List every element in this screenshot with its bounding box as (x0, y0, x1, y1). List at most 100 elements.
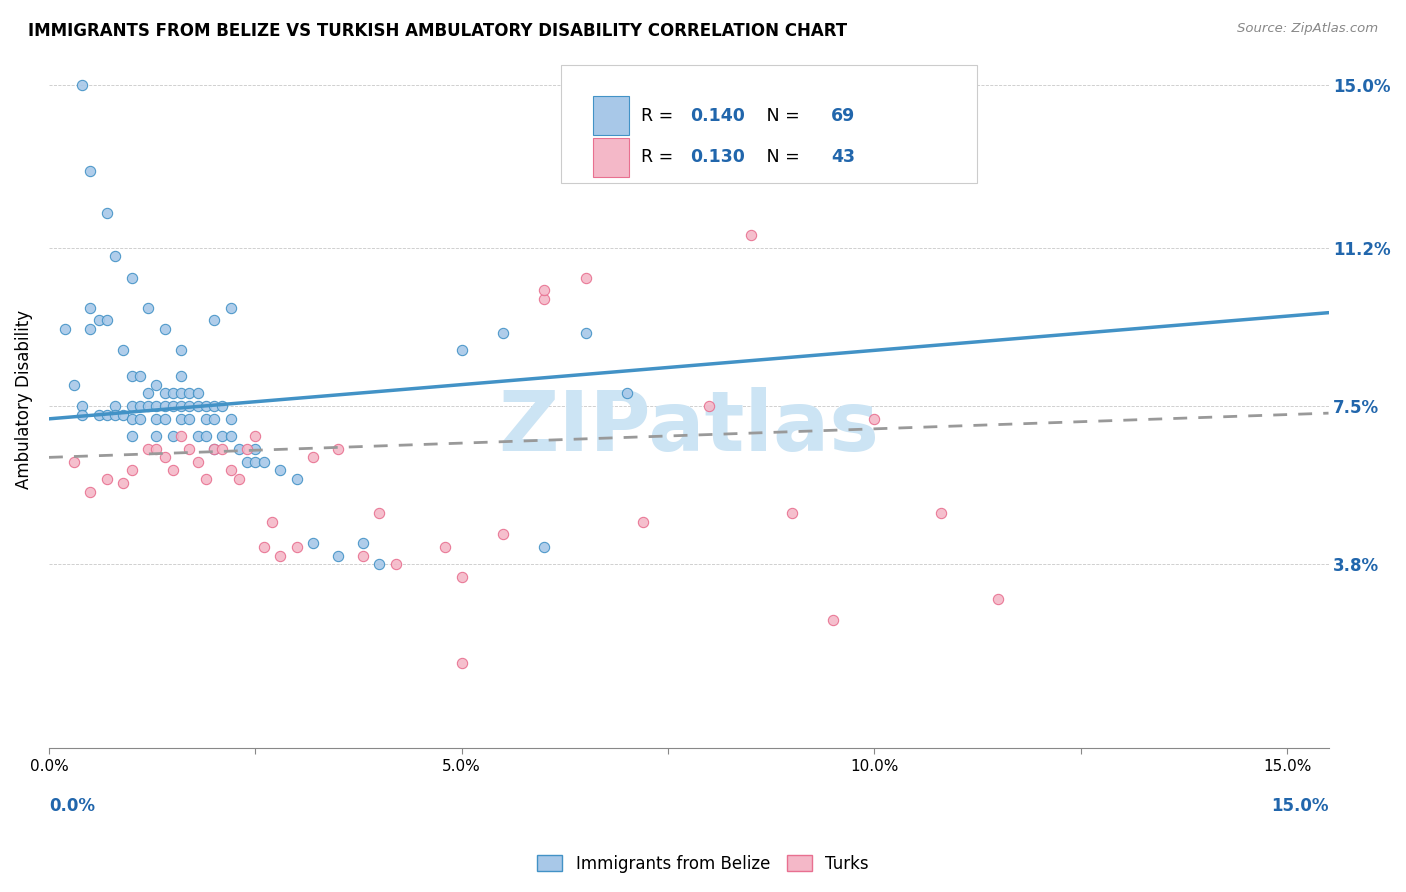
Point (128, 369, 150, 384)
Point (245, 455, 267, 469)
Text: 43: 43 (831, 148, 855, 167)
Point (112, 408, 135, 422)
Point (179, 399, 201, 413)
Text: Source: ZipAtlas.com: Source: ZipAtlas.com (1237, 22, 1378, 36)
Point (79, 322, 101, 336)
Point (202, 442, 225, 456)
Point (987, 591, 1010, 606)
Point (153, 399, 176, 413)
Point (128, 412, 150, 426)
Point (70, 408, 93, 422)
Point (179, 412, 201, 426)
Point (352, 549, 374, 563)
Point (245, 429, 267, 443)
Point (70, 78, 93, 92)
Text: R =: R = (641, 148, 679, 167)
FancyBboxPatch shape (593, 138, 628, 177)
Point (162, 399, 184, 413)
Point (62, 377, 84, 392)
Point (633, 515, 655, 529)
Point (96, 313, 118, 327)
Point (121, 463, 143, 477)
Point (202, 313, 225, 327)
Text: IMMIGRANTS FROM BELIZE VS TURKISH AMBULATORY DISABILITY CORRELATION CHART: IMMIGRANTS FROM BELIZE VS TURKISH AMBULA… (28, 22, 848, 40)
Point (236, 442, 259, 456)
Point (740, 227, 762, 242)
Point (145, 442, 167, 456)
Text: N =: N = (751, 106, 806, 125)
Y-axis label: Ambulatory Disability: Ambulatory Disability (15, 310, 32, 489)
Point (211, 399, 233, 413)
Point (187, 386, 209, 401)
Point (863, 412, 886, 426)
Point (269, 549, 291, 563)
Point (145, 412, 167, 426)
Point (136, 301, 159, 315)
FancyBboxPatch shape (593, 96, 628, 135)
Point (384, 558, 406, 572)
Point (219, 463, 242, 477)
Point (128, 399, 150, 413)
Point (136, 442, 159, 456)
Point (96, 408, 118, 422)
Text: 0.0%: 0.0% (49, 797, 96, 815)
Point (533, 541, 555, 555)
Point (79, 301, 101, 315)
Point (153, 450, 176, 465)
Point (352, 536, 374, 550)
Point (170, 412, 193, 426)
Point (104, 408, 127, 422)
FancyBboxPatch shape (561, 64, 977, 183)
Point (70, 399, 93, 413)
Point (153, 322, 176, 336)
Point (252, 541, 274, 555)
Text: 0.140: 0.140 (690, 106, 745, 125)
Point (145, 399, 167, 413)
Point (121, 412, 143, 426)
Point (434, 541, 457, 555)
Point (929, 506, 952, 520)
Point (245, 442, 267, 456)
Point (574, 270, 596, 285)
Point (145, 429, 167, 443)
Point (194, 412, 217, 426)
Point (252, 455, 274, 469)
Point (269, 463, 291, 477)
Point (187, 429, 209, 443)
Text: 15.0%: 15.0% (1271, 797, 1329, 815)
Point (96, 472, 118, 486)
Point (202, 412, 225, 426)
Point (285, 472, 308, 486)
Point (170, 369, 193, 384)
Point (121, 429, 143, 443)
Text: N =: N = (751, 148, 806, 167)
Point (574, 326, 596, 341)
Point (368, 506, 391, 520)
Point (179, 442, 201, 456)
Point (136, 386, 159, 401)
Point (236, 455, 259, 469)
Point (194, 472, 217, 486)
Point (492, 527, 515, 541)
Point (219, 429, 242, 443)
Point (211, 429, 233, 443)
Point (228, 442, 250, 456)
Point (121, 399, 143, 413)
Point (780, 506, 803, 520)
Point (326, 442, 349, 456)
Text: 69: 69 (831, 106, 855, 125)
Point (187, 399, 209, 413)
Point (450, 343, 472, 358)
Point (55, 322, 77, 336)
Point (194, 429, 217, 443)
Legend: Immigrants from Belize, Turks: Immigrants from Belize, Turks (530, 848, 876, 880)
Point (87, 408, 110, 422)
Point (492, 326, 515, 341)
Point (145, 377, 167, 392)
Point (194, 399, 217, 413)
Point (450, 570, 472, 584)
Point (260, 515, 283, 529)
Point (823, 613, 845, 627)
Point (533, 292, 555, 306)
Point (285, 541, 308, 555)
